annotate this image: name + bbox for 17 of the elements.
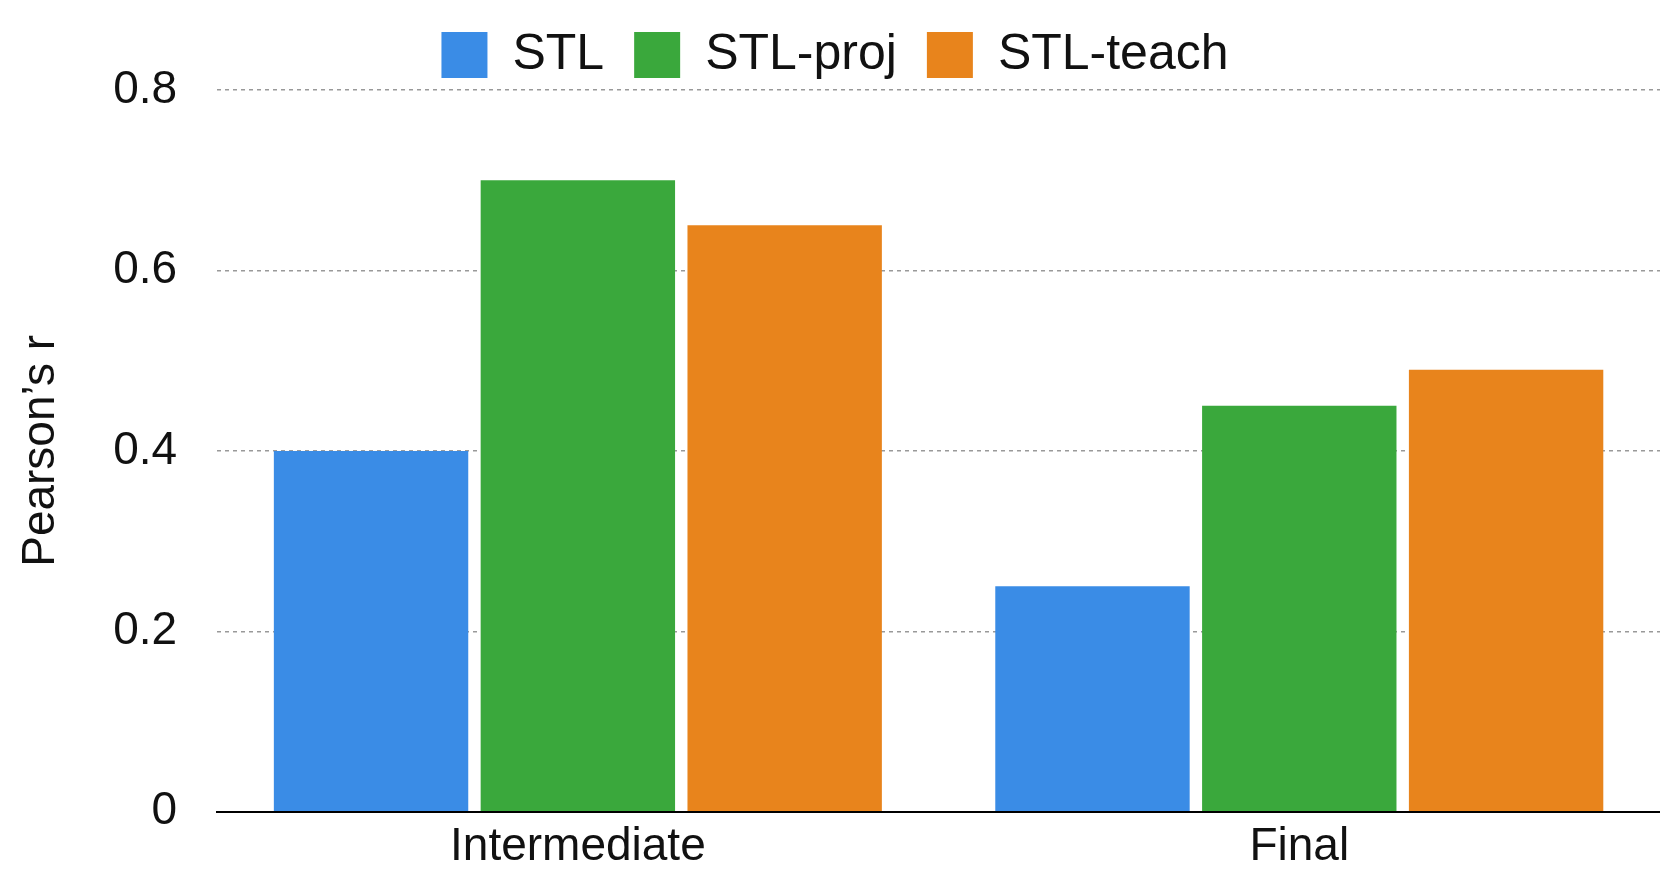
y-tick-label: 0 — [151, 782, 178, 835]
x-tick-label: Intermediate — [450, 818, 706, 871]
legend-label: STL-teach — [997, 23, 1229, 80]
bar — [687, 225, 882, 812]
y-tick-label: 0.2 — [113, 602, 178, 655]
y-tick-label: 0.4 — [113, 421, 178, 474]
x-tick-label: Final — [1249, 818, 1350, 871]
bar — [480, 180, 676, 812]
y-tick-label: 0.8 — [113, 60, 178, 113]
y-axis-title: Pearson’s r — [12, 334, 65, 567]
y-tick-label: 0.6 — [113, 241, 178, 294]
bar — [995, 586, 1190, 812]
legend-label: STL — [512, 23, 605, 80]
bar — [1408, 369, 1604, 812]
bar — [1202, 405, 1397, 812]
legend-label: STL-proj — [705, 23, 897, 80]
bar — [273, 450, 469, 812]
